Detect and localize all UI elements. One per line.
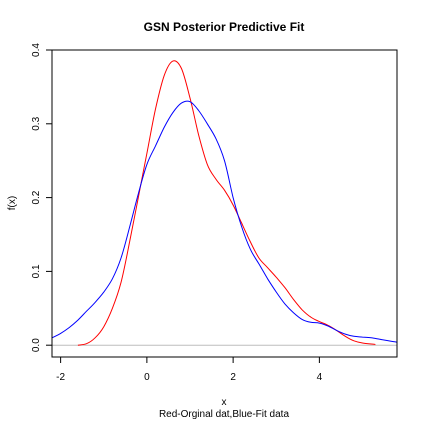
chart-title: GSN Posterior Predictive Fit — [144, 20, 305, 34]
x-tick-label: 2 — [230, 372, 236, 383]
y-tick-label: 0.0 — [31, 338, 42, 352]
plot-frame — [51, 49, 398, 358]
y-axis-label: f(x) — [7, 196, 18, 210]
y-tick-label: 0.2 — [31, 190, 42, 204]
x-axis-label: x — [222, 397, 227, 408]
x-tick-label: 4 — [317, 372, 323, 383]
x-axis-subtitle: Red-Orginal dat,Blue-Fit data — [159, 409, 290, 420]
x-tick-label: -2 — [56, 372, 65, 383]
y-tick-label: 0.1 — [31, 264, 42, 278]
y-tick-label: 0.4 — [31, 43, 42, 57]
y-tick-label: 0.3 — [31, 116, 42, 130]
series-line-1 — [51, 100, 398, 343]
series-line-0 — [77, 60, 376, 346]
x-tick-label: 0 — [144, 372, 150, 383]
